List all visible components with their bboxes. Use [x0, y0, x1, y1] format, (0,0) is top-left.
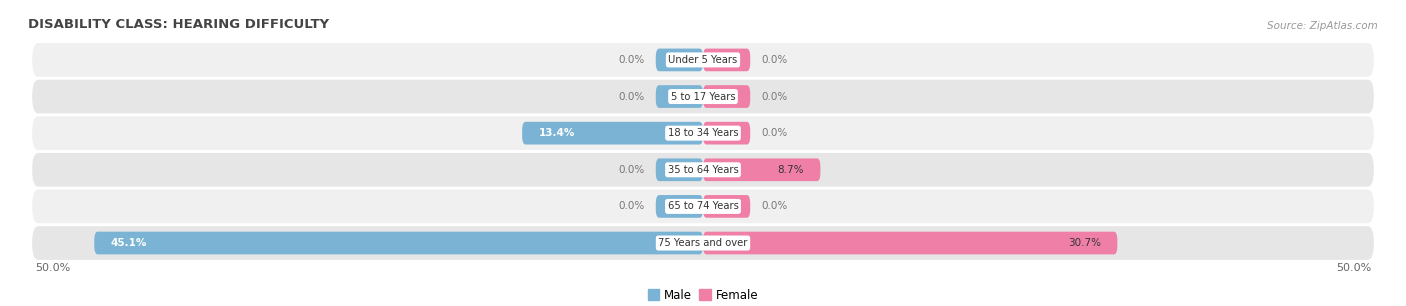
FancyBboxPatch shape [655, 159, 703, 181]
FancyBboxPatch shape [703, 122, 751, 144]
Text: 0.0%: 0.0% [761, 55, 787, 65]
Text: DISABILITY CLASS: HEARING DIFFICULTY: DISABILITY CLASS: HEARING DIFFICULTY [28, 18, 329, 31]
FancyBboxPatch shape [32, 43, 1374, 77]
Text: 65 to 74 Years: 65 to 74 Years [668, 201, 738, 211]
Text: 5 to 17 Years: 5 to 17 Years [671, 91, 735, 102]
Text: 45.1%: 45.1% [111, 238, 146, 248]
Text: 13.4%: 13.4% [538, 128, 575, 138]
FancyBboxPatch shape [32, 226, 1374, 260]
Text: 50.0%: 50.0% [35, 263, 70, 273]
FancyBboxPatch shape [703, 49, 751, 71]
Text: 30.7%: 30.7% [1069, 238, 1101, 248]
Text: 0.0%: 0.0% [761, 91, 787, 102]
Text: 8.7%: 8.7% [778, 165, 804, 175]
Legend: Male, Female: Male, Female [643, 284, 763, 306]
FancyBboxPatch shape [655, 49, 703, 71]
FancyBboxPatch shape [655, 195, 703, 218]
Text: 0.0%: 0.0% [619, 55, 645, 65]
Text: Source: ZipAtlas.com: Source: ZipAtlas.com [1267, 21, 1378, 31]
Text: 0.0%: 0.0% [761, 128, 787, 138]
FancyBboxPatch shape [32, 189, 1374, 223]
Text: 0.0%: 0.0% [761, 201, 787, 211]
FancyBboxPatch shape [32, 153, 1374, 187]
Text: 50.0%: 50.0% [1336, 263, 1371, 273]
FancyBboxPatch shape [655, 85, 703, 108]
Text: 18 to 34 Years: 18 to 34 Years [668, 128, 738, 138]
FancyBboxPatch shape [522, 122, 703, 144]
Text: 0.0%: 0.0% [619, 91, 645, 102]
FancyBboxPatch shape [703, 85, 751, 108]
Text: Under 5 Years: Under 5 Years [668, 55, 738, 65]
FancyBboxPatch shape [94, 232, 703, 254]
Text: 0.0%: 0.0% [619, 165, 645, 175]
FancyBboxPatch shape [703, 195, 751, 218]
Text: 75 Years and over: 75 Years and over [658, 238, 748, 248]
FancyBboxPatch shape [703, 159, 821, 181]
FancyBboxPatch shape [32, 116, 1374, 150]
Text: 0.0%: 0.0% [619, 201, 645, 211]
Text: 35 to 64 Years: 35 to 64 Years [668, 165, 738, 175]
FancyBboxPatch shape [703, 232, 1118, 254]
FancyBboxPatch shape [32, 80, 1374, 114]
